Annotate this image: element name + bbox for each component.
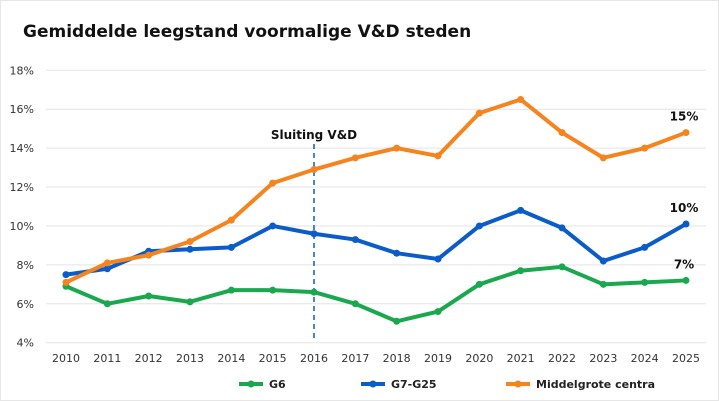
x-tick-label: 2015 [259, 352, 287, 365]
y-tick-label: 18% [10, 64, 34, 77]
data-point [682, 276, 690, 284]
data-point [103, 259, 111, 267]
data-point [393, 249, 401, 257]
y-tick-label: 16% [10, 103, 34, 116]
y-tick-label: 14% [10, 142, 34, 155]
data-point [186, 298, 194, 306]
data-point [227, 286, 235, 294]
data-point [310, 230, 318, 238]
data-point [269, 179, 277, 187]
data-point [351, 300, 359, 308]
x-tick-label: 2020 [465, 352, 493, 365]
data-point [641, 243, 649, 251]
data-point [558, 263, 566, 271]
end-value-label: 15% [670, 110, 699, 124]
x-tick-label: 2013 [176, 352, 204, 365]
x-axis: 2010 2011 2012 2013 2014 2015 2016 2017 2018 2019… [52, 352, 700, 365]
data-point [682, 220, 690, 228]
legend-marker [514, 380, 522, 388]
x-tick-label: 2017 [341, 352, 369, 365]
series-g6: 7% [62, 257, 694, 325]
y-tick-label: 8% [17, 259, 34, 272]
data-point [682, 129, 690, 137]
x-tick-label: 2016 [300, 352, 328, 365]
x-tick-label: 2018 [383, 352, 411, 365]
x-tick-label: 2021 [507, 352, 535, 365]
data-point [227, 216, 235, 224]
data-point [558, 129, 566, 137]
end-value-label: 7% [674, 257, 694, 271]
data-point [641, 278, 649, 286]
x-tick-label: 2012 [135, 352, 163, 365]
x-tick-label: 2019 [424, 352, 452, 365]
grid [46, 69, 706, 344]
data-point [517, 95, 525, 103]
data-point [62, 271, 70, 279]
data-point [517, 267, 525, 275]
data-point [310, 288, 318, 296]
series-line [65, 97, 687, 285]
data-point [351, 236, 359, 244]
data-point [103, 300, 111, 308]
data-point [269, 222, 277, 230]
legend-label: Middelgrote centra [536, 378, 655, 391]
series-middelgrote-centra: 15% [62, 95, 699, 286]
data-point [599, 280, 607, 288]
legend-item: G7-G25 [361, 378, 437, 391]
legend: G6 G7-G25 Middelgrote centra [239, 378, 655, 391]
x-tick-label: 2025 [672, 352, 700, 365]
series-line [65, 264, 687, 324]
y-tick-label: 4% [17, 337, 34, 350]
data-point [227, 243, 235, 251]
data-point [599, 154, 607, 162]
legend-label: G7-G25 [391, 378, 437, 391]
end-value-label: 10% [670, 201, 699, 215]
data-point [310, 166, 318, 174]
data-point [145, 251, 153, 259]
data-point [269, 286, 277, 294]
data-point [62, 278, 70, 286]
data-point [434, 308, 442, 316]
legend-marker [369, 380, 377, 388]
data-point [434, 255, 442, 263]
x-tick-label: 2024 [631, 352, 659, 365]
legend-label: G6 [269, 378, 286, 391]
data-point [393, 317, 401, 325]
data-point [517, 206, 525, 214]
legend-item: G6 [239, 378, 286, 391]
annotations: Sluiting V&D [271, 128, 357, 342]
y-axis: 4% 6% 8% 10% 12% 14% 16% 18% [10, 64, 34, 349]
y-tick-label: 6% [17, 298, 34, 311]
y-tick-label: 10% [10, 220, 34, 233]
data-point [475, 109, 483, 117]
series: 7% 10% 15% [62, 95, 699, 325]
chart-title: Gemiddelde leegstand voormalige V&D sted… [23, 22, 471, 42]
x-tick-label: 2011 [93, 352, 121, 365]
data-point [145, 292, 153, 300]
legend-item: Middelgrote centra [506, 378, 655, 391]
data-point [558, 224, 566, 232]
annotation-label: Sluiting V&D [271, 128, 357, 142]
data-point [599, 257, 607, 265]
series-g7-g25: 10% [62, 201, 699, 279]
data-point [475, 280, 483, 288]
data-point [641, 144, 649, 152]
data-point [475, 222, 483, 230]
x-tick-label: 2010 [52, 352, 80, 365]
data-point [434, 152, 442, 160]
data-point [351, 154, 359, 162]
data-point [186, 238, 194, 246]
x-tick-label: 2014 [217, 352, 245, 365]
data-point [393, 144, 401, 152]
data-point [186, 245, 194, 253]
x-tick-label: 2022 [548, 352, 576, 365]
legend-marker [247, 380, 255, 388]
data-point [103, 265, 111, 273]
y-tick-label: 12% [10, 181, 34, 194]
x-tick-label: 2023 [589, 352, 617, 365]
